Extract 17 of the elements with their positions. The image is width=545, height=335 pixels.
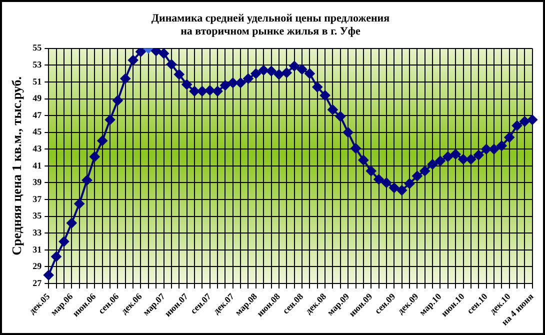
y-tick-label: 27 [32, 278, 42, 288]
y-tick-label: 37 [32, 194, 42, 204]
y-tick-label: 31 [32, 244, 42, 254]
y-tick-label: 39 [32, 177, 42, 188]
y-tick-label: 45 [32, 126, 42, 137]
y-tick-label: 51 [32, 76, 42, 86]
y-tick-label: 41 [32, 160, 42, 170]
y-tick-label: 55 [32, 42, 42, 53]
y-tick-label: 43 [32, 143, 42, 154]
y-tick-label: 35 [32, 210, 42, 221]
y-tick-label: 47 [32, 110, 42, 120]
chart-title: Динамика средней удельной цены предложения на вторичном рынке жилья в г. Уфе [151, 12, 390, 38]
y-tick-label: 53 [32, 60, 42, 70]
y-axis-title: Средняя цена 1 кв.м., тыс.руб. [9, 76, 24, 256]
y-tick-label: 49 [32, 93, 42, 104]
y-tick-label: 29 [32, 261, 42, 272]
y-tick-label: 33 [32, 227, 42, 238]
